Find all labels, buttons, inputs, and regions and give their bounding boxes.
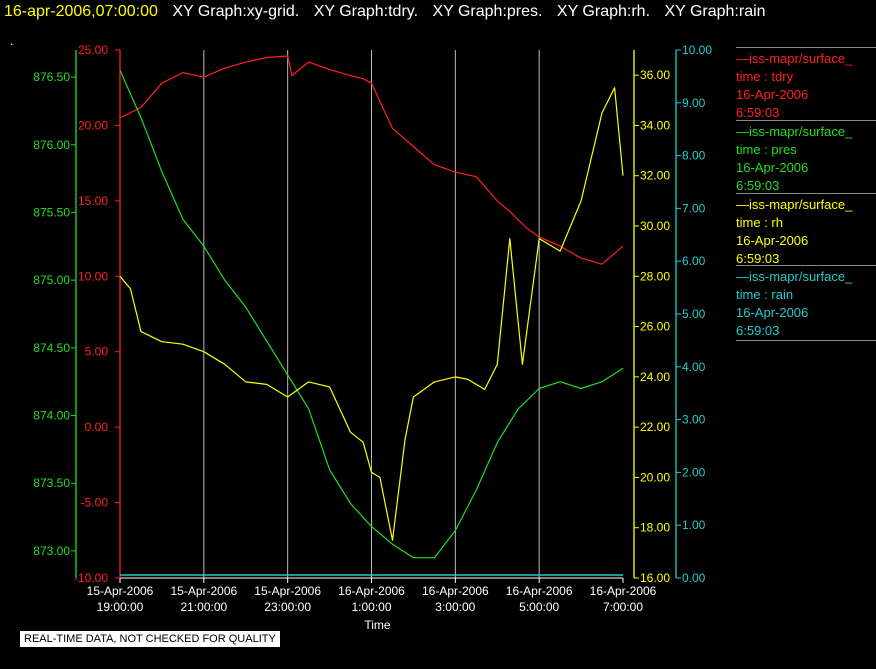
rain-tick-label: 8.00 — [682, 149, 706, 163]
x-tick-label-date: 16-Apr-2006 — [590, 584, 657, 598]
rh-tick-label: 32.00 — [640, 169, 670, 183]
pres-tick-label: 875.00 — [33, 273, 70, 287]
tdry-tick-label: 0.00 — [85, 420, 109, 434]
title-graph-rain: XY Graph:rain — [664, 3, 766, 20]
title-graph-tdry: XY Graph:tdry. — [313, 3, 419, 20]
legend-rain-time: 6:59:03 — [736, 323, 780, 338]
chart-title: 16-apr-2006,07:00:00 XY Graph:xy-grid. X… — [4, 3, 766, 21]
rain-tick-label: 5.00 — [682, 307, 706, 321]
legend-tdry-name: time : tdry — [736, 69, 794, 84]
x-tick-label-time: 3:00:00 — [435, 600, 475, 614]
x-tick-label-date: 15-Apr-2006 — [170, 584, 237, 598]
legend-pres-source: —iss-mapr/surface_ — [736, 124, 853, 139]
rain-tick-label: 10.00 — [682, 43, 712, 57]
rh-tick-label: 22.00 — [640, 420, 670, 434]
rh-tick-label: 16.00 — [640, 571, 670, 585]
legend-pres-name: time : pres — [736, 142, 797, 157]
pres-tick-label: 873.00 — [33, 544, 70, 558]
rh-tick-label: 36.00 — [640, 68, 670, 82]
rh-tick-label: 20.00 — [640, 470, 670, 484]
legend-pres-time: 6:59:03 — [736, 178, 780, 193]
series-pres-line — [119, 70, 624, 559]
pres-tick-label: 874.00 — [33, 409, 70, 423]
rh-tick-label: 34.00 — [640, 118, 670, 132]
x-tick-label-date: 16-Apr-2006 — [506, 584, 573, 598]
legend-tdry-source: —iss-mapr/surface_ — [736, 51, 853, 66]
legend-rh-source: —iss-mapr/surface_ — [736, 197, 853, 212]
x-tick-label-time: 19:00:00 — [97, 600, 144, 614]
rain-tick-label: 1.00 — [682, 518, 706, 532]
title-graph-pres: XY Graph:pres. — [432, 3, 543, 20]
pres-tick-label: 876.50 — [33, 70, 70, 84]
x-tick-label-date: 16-Apr-2006 — [338, 584, 405, 598]
legend-rain-source: —iss-mapr/surface_ — [736, 269, 853, 284]
rain-tick-label: 3.00 — [682, 413, 706, 427]
tdry-tick-label: -10.00 — [74, 571, 108, 585]
rain-tick-label: 7.00 — [682, 201, 706, 215]
rain-tick-label: 0.00 — [682, 571, 706, 585]
x-tick-label-time: 7:00:00 — [603, 600, 643, 614]
quality-disclaimer: REAL-TIME DATA, NOT CHECKED FOR QUALITY — [20, 631, 280, 647]
x-tick-label-time: 21:00:00 — [180, 600, 227, 614]
tdry-tick-label: 5.00 — [85, 345, 109, 359]
series-rh-line — [119, 87, 624, 541]
rh-tick-label: 30.00 — [640, 219, 670, 233]
title-date: 16-apr-2006,07:00:00 — [4, 3, 158, 20]
legend-tdry-date: 16-Apr-2006 — [736, 87, 809, 102]
x-tick-label-date: 15-Apr-2006 — [87, 584, 154, 598]
x-tick-label-date: 15-Apr-2006 — [254, 584, 321, 598]
legend-rh-date: 16-Apr-2006 — [736, 233, 809, 248]
rain-tick-label: 4.00 — [682, 360, 706, 374]
rain-tick-label: 9.00 — [682, 96, 706, 110]
tdry-tick-label: 15.00 — [78, 194, 108, 208]
series-tdry-line — [119, 55, 624, 265]
legend-rain-name: time : rain — [736, 287, 794, 302]
x-tick-label-date: 16-Apr-2006 — [422, 584, 489, 598]
x-axis-label: Time — [364, 618, 391, 632]
rh-tick-label: 28.00 — [640, 269, 670, 283]
pres-tick-label: 874.50 — [33, 341, 70, 355]
rain-tick-label: 6.00 — [682, 254, 706, 268]
tdry-tick-label: -5.00 — [81, 496, 109, 510]
legend-tdry-time: 6:59:03 — [736, 105, 780, 120]
pres-tick-label: 875.50 — [33, 205, 70, 219]
pres-tick-label: 876.00 — [33, 138, 70, 152]
legend-rh-name: time : rh — [736, 215, 783, 230]
x-tick-label-time: 1:00:00 — [351, 600, 391, 614]
title-graph-grid: XY Graph:xy-grid. — [172, 3, 300, 20]
x-tick-label-time: 23:00:00 — [264, 600, 311, 614]
legend-tdry: —iss-mapr/surface_ time : tdry 16-Apr-20… — [736, 47, 876, 122]
legend-pres: —iss-mapr/surface_ time : pres 16-Apr-20… — [736, 120, 876, 195]
x-tick-label-time: 5:00:00 — [519, 600, 559, 614]
rain-tick-label: 2.00 — [682, 465, 706, 479]
legend-rain: —iss-mapr/surface_ time : rain 16-Apr-20… — [736, 265, 876, 343]
pres-tick-label: 873.50 — [33, 476, 70, 490]
tdry-tick-label: 20.00 — [78, 118, 108, 132]
tdry-tick-label: 10.00 — [78, 269, 108, 283]
legend-rh: —iss-mapr/surface_ time : rh 16-Apr-2006… — [736, 193, 876, 268]
legend-rh-time: 6:59:03 — [736, 251, 780, 266]
legend-rain-date: 16-Apr-2006 — [736, 305, 809, 320]
legend-pres-date: 16-Apr-2006 — [736, 160, 809, 175]
rh-tick-label: 18.00 — [640, 521, 670, 535]
tdry-tick-label: 25.00 — [78, 43, 108, 57]
marker-dot: . — [10, 34, 14, 48]
rh-tick-label: 24.00 — [640, 370, 670, 384]
title-graph-rh: XY Graph:rh. — [556, 3, 651, 20]
rh-tick-label: 26.00 — [640, 320, 670, 334]
